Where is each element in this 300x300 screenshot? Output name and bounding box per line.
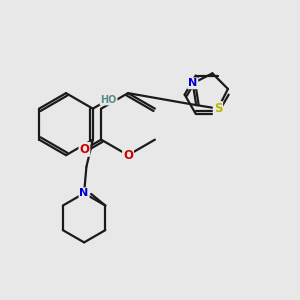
Text: O: O xyxy=(123,149,133,162)
Text: O: O xyxy=(80,143,89,156)
Text: N: N xyxy=(80,188,89,198)
Text: S: S xyxy=(214,102,222,115)
Text: N: N xyxy=(188,78,197,88)
Text: HO: HO xyxy=(100,94,117,105)
